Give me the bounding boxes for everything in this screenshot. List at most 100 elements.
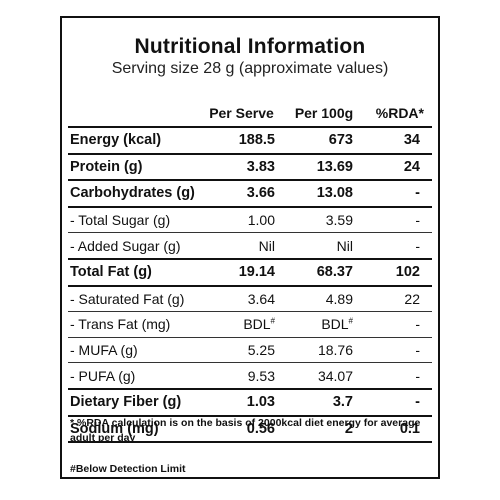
per-serve-value-text: 0.56 xyxy=(246,420,275,437)
nutrient-name-text: - Saturated Fat (g) xyxy=(70,290,185,307)
bdl-mark: # xyxy=(270,316,275,326)
rda-value-text: - xyxy=(415,185,420,202)
rda-value-text: 0.1 xyxy=(399,420,420,437)
column-header-per-100g: Per 100g xyxy=(283,100,365,128)
bdl-mark: # xyxy=(348,316,353,326)
per-100g-value-text: 2 xyxy=(344,420,353,437)
rda-value: 34 xyxy=(365,127,432,155)
nutrient-name-text: Carbohydrates (g) xyxy=(70,185,195,202)
per-100g-value: 2 xyxy=(283,415,365,444)
rda-value: - xyxy=(365,180,432,208)
rda-value-text: - xyxy=(415,237,420,254)
nutrient-name: - MUFA (g) xyxy=(68,337,200,364)
nutrient-name: Protein (g) xyxy=(68,153,200,182)
rda-value: - xyxy=(365,206,432,234)
nutrient-name-text: Protein (g) xyxy=(70,158,143,175)
table-row: Total Fat (g) 19.14 68.37 102 xyxy=(68,257,432,287)
per-100g-value: Nil xyxy=(283,232,365,260)
rda-value-text: 102 xyxy=(395,264,420,281)
rda-value-text: 22 xyxy=(404,290,420,307)
table-row: - Trans Fat (mg) BDL# BDL# - xyxy=(68,311,432,338)
nutrient-name: Carbohydrates (g) xyxy=(68,180,200,208)
table-row: Dietary Fiber (g) 1.03 3.7 - xyxy=(68,387,432,417)
nutrient-name-text: - MUFA (g) xyxy=(70,342,138,359)
per-serve-value: 3.66 xyxy=(200,180,283,208)
per-100g-value-text: Nil xyxy=(336,237,353,254)
per-serve-value-text: 1.03 xyxy=(246,393,275,410)
nutrient-name-text: Total Fat (g) xyxy=(70,264,152,281)
rda-value-text: 34 xyxy=(403,132,420,149)
per-serve-value: 0.56 xyxy=(200,415,283,444)
per-100g-value: 3.59 xyxy=(283,206,365,234)
per-100g-value: BDL# xyxy=(283,311,365,338)
per-serve-value-text: 3.83 xyxy=(246,158,275,175)
nutrient-name: - Total Sugar (g) xyxy=(68,206,200,234)
per-100g-value-text: 3.59 xyxy=(325,212,353,229)
rda-value: 24 xyxy=(365,153,432,182)
nutrient-name: Energy (kcal) xyxy=(68,127,200,155)
rda-value: 22 xyxy=(365,285,432,313)
nutrient-name-text: Dietary Fiber (g) xyxy=(70,393,182,410)
nutrient-name: - Saturated Fat (g) xyxy=(68,285,200,313)
table-row: Carbohydrates (g) 3.66 13.08 - xyxy=(68,180,432,208)
per-serve-value-text: 19.14 xyxy=(238,264,275,281)
per-100g-value: 18.76 xyxy=(283,337,365,364)
per-serve-value: Nil xyxy=(200,232,283,260)
column-header-nutrient xyxy=(68,100,200,128)
per-100g-value-text: BDL xyxy=(321,316,349,333)
rda-value-text: - xyxy=(415,316,420,333)
table-row: - Total Sugar (g) 1.00 3.59 - xyxy=(68,206,432,234)
per-100g-value-text: 34.07 xyxy=(317,367,353,384)
rda-value-text: - xyxy=(415,212,420,229)
rda-value-text: - xyxy=(415,342,420,359)
table-row: - Saturated Fat (g) 3.64 4.89 22 xyxy=(68,285,432,313)
table-row: Protein (g) 3.83 13.69 24 xyxy=(68,153,432,182)
per-serve-value-text: 1.00 xyxy=(247,212,275,229)
nutrient-name-text: - Total Sugar (g) xyxy=(70,212,171,229)
nutrient-name: Dietary Fiber (g) xyxy=(68,387,200,417)
nutrient-name: - Added Sugar (g) xyxy=(68,232,200,260)
rda-value: - xyxy=(365,362,432,390)
per-100g-value-text: 13.08 xyxy=(316,185,353,202)
rda-value: - xyxy=(365,232,432,260)
per-serve-value: BDL# xyxy=(200,311,283,338)
per-100g-value: 13.69 xyxy=(283,153,365,182)
nutrient-name: - Trans Fat (mg) xyxy=(68,311,200,338)
column-header-rda: %RDA* xyxy=(365,100,432,128)
rda-value: - xyxy=(365,387,432,417)
nutrition-table: Per Serve Per 100g %RDA* Energy (kcal) 18… xyxy=(68,100,432,444)
table-header-row: Per Serve Per 100g %RDA* xyxy=(68,100,432,128)
nutrient-name: Sodium (mg) xyxy=(68,415,200,444)
nutrient-name: Total Fat (g) xyxy=(68,257,200,287)
per-serve-value: 1.00 xyxy=(200,206,283,234)
per-serve-value-text: BDL xyxy=(243,316,271,333)
per-100g-value: 4.89 xyxy=(283,285,365,313)
rda-footnote: * %RDA calculation is on the basis of 20… xyxy=(70,417,421,444)
per-100g-value: 34.07 xyxy=(283,362,365,390)
per-100g-value-text: 673 xyxy=(328,132,353,149)
per-serve-value: 188.5 xyxy=(200,127,283,155)
per-serve-value: 19.14 xyxy=(200,257,283,287)
table-row: - Added Sugar (g) Nil Nil - xyxy=(68,232,432,260)
rda-value: 0.1 xyxy=(365,415,432,444)
rda-value: - xyxy=(365,311,432,338)
rda-value-text: 24 xyxy=(403,158,420,175)
per-100g-value-text: 68.37 xyxy=(316,264,353,281)
per-serve-value-text: 188.5 xyxy=(238,132,275,149)
per-100g-value: 673 xyxy=(283,127,365,155)
nutrition-rows: Energy (kcal) 188.5 673 34 Protein (g) 3.83 13… xyxy=(68,127,432,444)
rda-value-text: - xyxy=(415,393,420,410)
rda-value: - xyxy=(365,337,432,364)
per-serve-value: 3.83 xyxy=(200,153,283,182)
label-title: Nutritional Information xyxy=(134,35,366,58)
per-100g-value-text: 4.89 xyxy=(325,290,353,307)
per-serve-value: 1.03 xyxy=(200,387,283,417)
per-serve-value-text: 3.64 xyxy=(247,290,275,307)
per-100g-value-text: 3.7 xyxy=(332,393,353,410)
table-row: - PUFA (g) 9.53 34.07 - xyxy=(68,362,432,390)
per-100g-value-text: 13.69 xyxy=(316,158,353,175)
rda-value: 102 xyxy=(365,257,432,287)
per-serve-value: 5.25 xyxy=(200,337,283,364)
nutrient-name-text: - Added Sugar (g) xyxy=(70,237,181,254)
nutrient-name-text: - Trans Fat (mg) xyxy=(70,316,171,333)
